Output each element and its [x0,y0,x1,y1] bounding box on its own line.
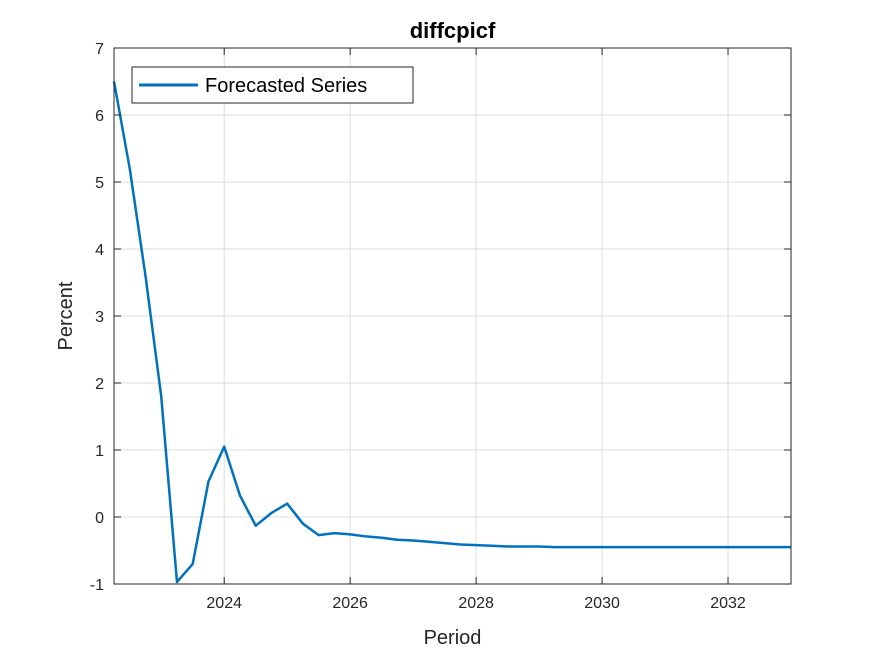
legend: Forecasted Series [131,66,414,104]
x-tick-label: 2026 [332,595,368,612]
series-line-forecasted [112,81,791,584]
series-layer [112,81,791,584]
y-tick-label: 3 [95,309,104,326]
x-tick-label: 2024 [206,595,242,612]
x-tick-label: 2028 [458,595,494,612]
grid-lines [114,48,791,584]
y-tick-label: 4 [95,242,104,259]
y-axis-label: Percent [55,281,77,350]
y-tick-label: 0 [95,510,104,527]
legend-entry-forecasted-series: Forecasted Series [205,75,367,97]
y-tick-label: 1 [95,443,104,460]
x-axis-ticks: 2024 2026 2028 2030 2032 [206,48,746,612]
x-tick-label: 2030 [584,595,620,612]
x-axis-label: Period [424,627,482,649]
y-tick-label: 2 [95,376,104,393]
y-axis-ticks: -1 0 1 2 3 4 5 6 7 [90,41,791,594]
chart-title: diffcpicf [410,18,496,43]
y-tick-label: 5 [95,175,104,192]
y-tick-label: -1 [90,577,104,594]
y-tick-label: 6 [95,108,104,125]
y-tick-label: 7 [95,41,104,58]
x-tick-label: 2032 [710,595,746,612]
